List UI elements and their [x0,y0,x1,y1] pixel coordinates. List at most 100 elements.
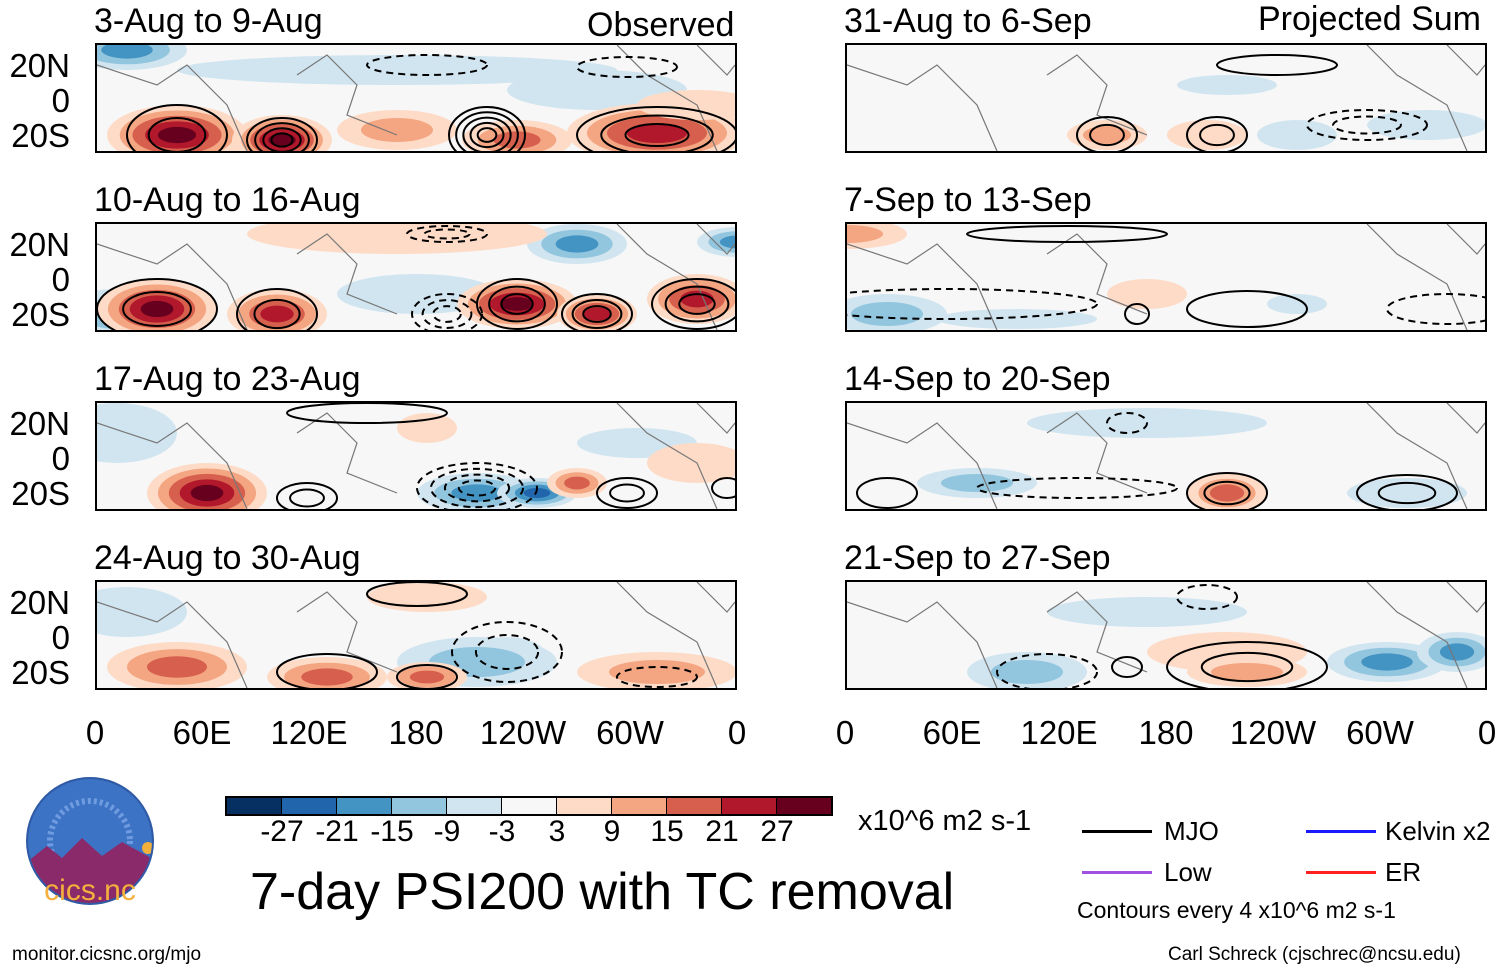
lat-label: 20S [11,296,70,333]
mjo-contour [1306,109,1428,141]
anomaly-shading [627,123,687,143]
colorbar-tick: -27 [260,815,304,848]
colorbar-tick: 27 [760,815,794,848]
coastline [696,582,735,613]
footer-url[interactable]: monitor.cicsnc.org/mjo [12,944,202,965]
anomaly-shading [555,235,599,253]
mjo-contour [462,116,512,151]
projected-sum-label: Projected Sum [1258,0,1481,38]
mjo-contour [457,479,497,497]
colorbar-swatch [667,798,722,814]
logo-text: cics.nc [44,874,136,906]
anomaly-shading [1439,643,1475,661]
map-panel [95,580,737,690]
mjo-contour [561,293,633,330]
coastline [1366,224,1468,330]
mjo-contour [1386,293,1485,325]
mjo-contour [476,127,498,143]
mjo-contour [1089,123,1125,147]
mjo-contour [262,127,302,151]
coastline [847,243,998,330]
mjo-contour [246,117,318,151]
mjo-contour [1186,116,1248,151]
colorbar-tick: 21 [705,815,739,848]
mjo-contour [366,582,468,607]
mjo-contour [421,299,473,329]
colorbar [225,796,833,816]
lon-label: 180 [1138,714,1194,751]
mjo-contour [286,403,448,424]
anomaly-shading [361,118,433,142]
mjo-contour [276,653,378,688]
lat-label: 20S [11,117,70,154]
lat-label: 20S [11,475,70,512]
mjo-contour [147,117,207,151]
mjo-contour [443,473,511,503]
map-panel [845,43,1487,153]
anomaly-shading [1209,484,1245,502]
anomaly-shading [409,670,445,684]
mjo-contour [488,285,546,323]
coastline [616,582,718,688]
panel-title: 7-Sep to 13-Sep [844,181,1092,219]
panel-title: 14-Sep to 20-Sep [844,360,1111,398]
legend-line-kelvin [1306,830,1376,833]
anomaly-shading [101,45,153,59]
anomaly-shading [247,224,547,254]
coastline [97,601,248,688]
coastline [1366,582,1468,688]
anomaly-shading [1083,126,1131,144]
colorbar-swatch [502,798,557,814]
colorbar-swatch [337,798,392,814]
mjo-contour [253,298,301,330]
legend-line-mjo [1082,830,1152,833]
colorbar-units: x10^6 m2 s-1 [858,805,1032,837]
mjo-contour [678,293,716,315]
anomaly-shading [1177,75,1277,95]
mjo-contour [596,477,658,509]
anomaly-shading [301,668,353,686]
mjo-contour [571,299,623,329]
lon-label: 120W [479,714,567,751]
lat-label: 20N [9,584,70,621]
mjo-contour [366,54,488,76]
mjo-contour [624,122,690,148]
mjo-contour [476,278,558,330]
anomaly-shading [991,660,1063,684]
mjo-contour [847,288,1098,320]
colorbar-tick: -15 [370,815,414,848]
anomaly-shading [609,660,705,684]
anomaly-shading [190,484,224,502]
lat-label: 0 [51,440,70,477]
anomaly-shading [1361,653,1413,671]
colorbar-swatch [227,798,282,814]
lon-label: 120E [270,714,348,751]
mjo-contour [126,104,228,151]
coastline [1446,403,1485,434]
footer-credit: Carl Schreck (cjschrec@ncsu.edu) [1168,944,1461,965]
observed-label: Observed [587,6,735,44]
mjo-contour [469,121,505,149]
lat-label: 20S [11,654,70,691]
anomaly-shading [97,587,187,637]
mjo-contour [416,462,538,509]
anomaly-shading [583,307,611,321]
legend-line-low [1082,871,1152,874]
colorbar-swatch [612,798,667,814]
mjo-contour [664,285,730,323]
mjo-contour [500,293,534,315]
legend-label-kelvin: Kelvin x2 [1385,816,1491,846]
mjo-contour [976,477,1178,499]
anomaly-shading [177,55,617,85]
anomaly-shading [1257,120,1337,150]
mjo-contour [429,467,525,509]
mjo-contour [651,278,735,330]
coastline [97,243,248,330]
mjo-contour [289,488,325,508]
panel-title: 17-Aug to 23-Aug [94,360,361,398]
mjo-contour [1203,480,1251,506]
lon-label: 120E [1020,714,1098,751]
mjo-contour [1216,54,1338,76]
panel-title: 10-Aug to 16-Aug [94,181,361,219]
colorbar-swatch [447,798,502,814]
